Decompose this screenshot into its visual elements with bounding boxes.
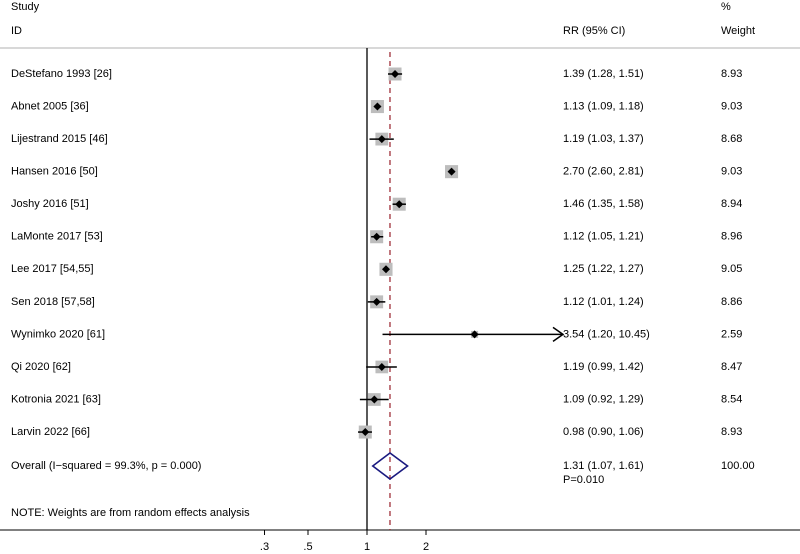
point-estimate [377, 135, 386, 144]
study-name: Wynimko 2020 [61] [11, 328, 105, 340]
weight-label: 8.54 [721, 393, 742, 405]
effect-label: 1.19 (1.03, 1.37) [563, 133, 644, 145]
study-name: DeStefano 1993 [26] [11, 68, 112, 80]
study-name: Qi 2020 [62] [11, 361, 71, 373]
point-estimate [372, 232, 381, 241]
study-name: Sen 2018 [57,58] [11, 296, 95, 308]
weight-label: 8.93 [721, 68, 742, 80]
header-id: ID [11, 25, 22, 37]
header-effect: RR (95% CI) [563, 25, 625, 37]
study-name: Hansen 2016 [50] [11, 166, 98, 178]
weight-label: 9.03 [721, 100, 742, 112]
weight-label: 8.47 [721, 361, 742, 373]
effect-label: 2.70 (2.60, 2.81) [563, 166, 644, 178]
effect-label: 1.19 (0.99, 1.42) [563, 361, 644, 373]
point-estimate [370, 395, 379, 404]
point-estimate [361, 428, 370, 437]
x-tick-label: 2 [423, 541, 429, 553]
point-estimate [470, 330, 479, 339]
weight-label: 9.03 [721, 166, 742, 178]
note: NOTE: Weights are from random effects an… [11, 507, 250, 519]
study-name: Larvin 2022 [66] [11, 426, 90, 438]
point-estimate [377, 362, 386, 371]
effect-label: 3.54 (1.20, 10.45) [563, 328, 650, 340]
header-study: Study [11, 1, 40, 13]
overall-effect-label: 1.31 (1.07, 1.61) [563, 460, 644, 472]
effect-label: 1.46 (1.35, 1.58) [563, 198, 644, 210]
x-tick-label: 1 [364, 541, 370, 553]
weight-label: 9.05 [721, 263, 742, 275]
weight-label: 8.94 [721, 198, 742, 210]
effect-label: 1.25 (1.22, 1.27) [563, 263, 644, 275]
overall-weight-label: 100.00 [721, 460, 755, 472]
weight-label: 2.59 [721, 328, 742, 340]
study-name: Lee 2017 [54,55] [11, 263, 94, 275]
point-estimate [372, 297, 381, 306]
study-name: Lijestrand 2015 [46] [11, 133, 108, 145]
weight-label: 8.68 [721, 133, 742, 145]
point-estimate [373, 102, 382, 111]
header-percent: % [721, 1, 731, 13]
study-name: Joshy 2016 [51] [11, 198, 89, 210]
header-weight: Weight [721, 25, 755, 37]
ci-arrow [552, 326, 565, 343]
effect-label: 1.12 (1.01, 1.24) [563, 296, 644, 308]
weight-label: 8.96 [721, 231, 742, 243]
overall-diamond [371, 452, 409, 480]
effect-label: 1.09 (0.92, 1.29) [563, 393, 644, 405]
overall-name: Overall (I−squared = 99.3%, p = 0.000) [11, 460, 201, 472]
x-tick-label: .5 [303, 541, 312, 553]
x-tick-label: .3 [260, 541, 269, 553]
study-name: Abnet 2005 [36] [11, 100, 89, 112]
weight-label: 8.86 [721, 296, 742, 308]
effect-label: 1.12 (1.05, 1.21) [563, 231, 644, 243]
point-estimate [391, 70, 400, 78]
study-name: Kotronia 2021 [63] [11, 393, 101, 405]
effect-label: 1.13 (1.09, 1.18) [563, 100, 644, 112]
study-name: LaMonte 2017 [53] [11, 231, 103, 243]
point-estimate [395, 200, 404, 209]
effect-label: 0.98 (0.90, 1.06) [563, 426, 644, 438]
point-estimate [381, 265, 390, 274]
overall-p-label: P=0.010 [563, 474, 604, 486]
weight-label: 8.93 [721, 426, 742, 438]
point-estimate [447, 167, 456, 176]
effect-label: 1.39 (1.28, 1.51) [563, 68, 644, 80]
